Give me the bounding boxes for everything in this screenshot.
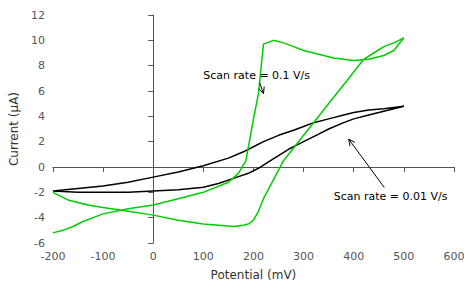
- svg-text:Scan rate = 0.1 V/s: Scan rate = 0.1 V/s: [203, 69, 310, 82]
- svg-text:12: 12: [31, 9, 45, 22]
- svg-text:8: 8: [38, 59, 45, 72]
- svg-text:0: 0: [38, 161, 45, 174]
- svg-text:Potential (mV): Potential (mV): [211, 268, 297, 282]
- svg-text:-4: -4: [34, 211, 45, 224]
- svg-text:300: 300: [293, 250, 314, 263]
- svg-text:-100: -100: [91, 250, 116, 263]
- svg-text:600: 600: [444, 250, 465, 263]
- svg-text:-200: -200: [40, 250, 65, 263]
- svg-text:0: 0: [150, 250, 157, 263]
- svg-text:Scan rate = 0.01 V/s: Scan rate = 0.01 V/s: [334, 190, 448, 203]
- svg-text:500: 500: [393, 250, 414, 263]
- svg-text:-2: -2: [34, 186, 45, 199]
- svg-text:200: 200: [243, 250, 264, 263]
- svg-text:100: 100: [193, 250, 214, 263]
- svg-text:2: 2: [38, 135, 45, 148]
- svg-text:10: 10: [31, 34, 45, 47]
- svg-text:6: 6: [38, 85, 45, 98]
- svg-text:-6: -6: [34, 237, 45, 250]
- svg-text:Current (μA): Current (μA): [7, 92, 21, 166]
- svg-text:400: 400: [343, 250, 364, 263]
- svg-text:4: 4: [38, 110, 45, 123]
